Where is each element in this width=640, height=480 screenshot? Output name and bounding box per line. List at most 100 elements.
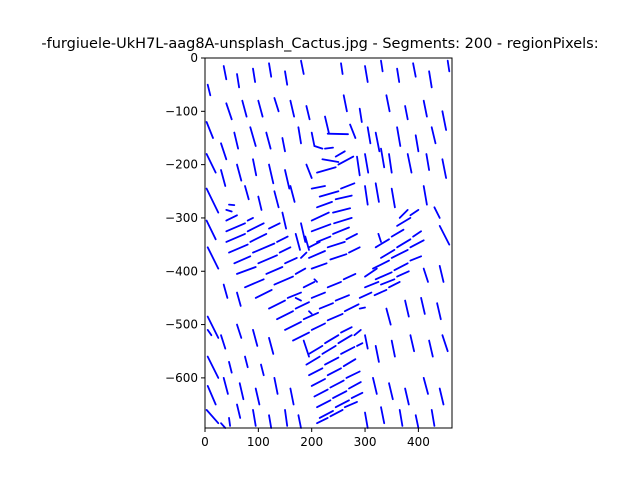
line-segment bbox=[273, 97, 280, 113]
line-segment bbox=[308, 367, 324, 377]
line-segment bbox=[294, 301, 310, 310]
line-segment bbox=[222, 65, 228, 81]
line-segment bbox=[340, 62, 344, 75]
line-segment bbox=[430, 408, 436, 427]
line-segment bbox=[284, 408, 289, 427]
line-segment bbox=[254, 288, 273, 299]
line-segment bbox=[252, 328, 259, 347]
line-segment bbox=[343, 400, 358, 409]
line-segment bbox=[206, 246, 220, 270]
line-segment bbox=[404, 299, 410, 318]
line-segment bbox=[205, 219, 217, 241]
line-segment bbox=[233, 255, 252, 265]
line-segment bbox=[308, 344, 324, 355]
y-tick-label: −300 bbox=[165, 211, 198, 225]
line-segment bbox=[244, 278, 265, 289]
line-segment bbox=[236, 163, 243, 182]
line-segment bbox=[358, 107, 363, 123]
line-segment bbox=[316, 200, 333, 209]
line-segment bbox=[377, 232, 382, 243]
line-segment bbox=[364, 185, 369, 206]
line-segment bbox=[249, 232, 268, 243]
line-segment bbox=[380, 248, 396, 259]
line-segment bbox=[414, 414, 420, 429]
line-segment bbox=[428, 339, 434, 358]
line-segment bbox=[294, 232, 301, 251]
line-segment bbox=[342, 358, 357, 368]
line-segment bbox=[257, 195, 263, 211]
line-segment bbox=[348, 246, 361, 254]
line-segment bbox=[326, 367, 342, 377]
x-tick-label: 200 bbox=[300, 435, 323, 449]
line-segment bbox=[358, 306, 366, 310]
line-segment bbox=[398, 408, 404, 427]
line-segment bbox=[329, 253, 348, 261]
line-segment bbox=[340, 346, 356, 355]
line-segment bbox=[433, 206, 441, 219]
axes-frame bbox=[204, 57, 453, 429]
line-segment bbox=[326, 280, 342, 289]
line-segment bbox=[364, 280, 380, 289]
line-segment bbox=[324, 356, 340, 366]
line-segment bbox=[297, 414, 302, 429]
line-segment bbox=[302, 311, 320, 321]
line-segment bbox=[337, 155, 355, 166]
line-segment bbox=[252, 158, 258, 177]
line-segment bbox=[385, 307, 392, 326]
line-segment bbox=[220, 422, 227, 429]
line-segment bbox=[396, 216, 412, 227]
line-segment bbox=[206, 384, 217, 406]
line-segment bbox=[409, 255, 423, 262]
line-segment bbox=[294, 267, 307, 275]
line-segment bbox=[326, 132, 349, 136]
line-segment bbox=[302, 280, 316, 289]
line-segment bbox=[390, 228, 405, 238]
line-segment bbox=[380, 147, 386, 169]
line-segment bbox=[364, 65, 369, 83]
line-segment bbox=[326, 240, 346, 249]
line-segment bbox=[265, 266, 284, 275]
line-segment bbox=[326, 312, 344, 322]
line-segment bbox=[438, 264, 445, 283]
line-segment bbox=[257, 254, 278, 265]
line-segment bbox=[446, 59, 451, 73]
line-segment bbox=[310, 211, 330, 222]
line-segment bbox=[236, 291, 242, 307]
line-segment bbox=[438, 387, 445, 406]
line-segment bbox=[390, 187, 396, 209]
line-segment bbox=[254, 387, 261, 406]
line-segment bbox=[206, 355, 220, 379]
line-segment bbox=[297, 126, 302, 145]
line-segment bbox=[388, 280, 401, 289]
line-segment bbox=[356, 155, 361, 177]
line-segment bbox=[225, 222, 246, 233]
line-segment bbox=[332, 226, 350, 235]
line-segment bbox=[310, 291, 326, 299]
y-tick-label: −100 bbox=[165, 104, 198, 118]
line-segment bbox=[414, 134, 420, 153]
line-segment bbox=[441, 158, 448, 179]
line-segment bbox=[318, 302, 334, 310]
line-segment bbox=[313, 278, 318, 283]
line-segment bbox=[318, 409, 334, 419]
line-segment bbox=[284, 320, 302, 331]
line-segment bbox=[225, 102, 233, 121]
line-segment bbox=[308, 250, 326, 259]
line-segment bbox=[206, 315, 220, 339]
line-segment bbox=[409, 208, 420, 217]
line-segment bbox=[406, 153, 413, 174]
line-segment bbox=[343, 303, 360, 313]
y-tick-label: −500 bbox=[165, 318, 198, 332]
line-segment bbox=[350, 391, 364, 400]
line-segment bbox=[252, 242, 276, 254]
line-segment bbox=[380, 406, 386, 425]
line-segment bbox=[321, 344, 337, 355]
line-segment bbox=[236, 403, 242, 419]
line-segment bbox=[441, 334, 449, 353]
line-segment bbox=[364, 267, 378, 278]
line-segment bbox=[300, 222, 307, 243]
plot-segments bbox=[205, 59, 451, 429]
line-segment bbox=[380, 278, 396, 286]
line-segment bbox=[340, 182, 356, 190]
line-segment bbox=[252, 408, 257, 427]
